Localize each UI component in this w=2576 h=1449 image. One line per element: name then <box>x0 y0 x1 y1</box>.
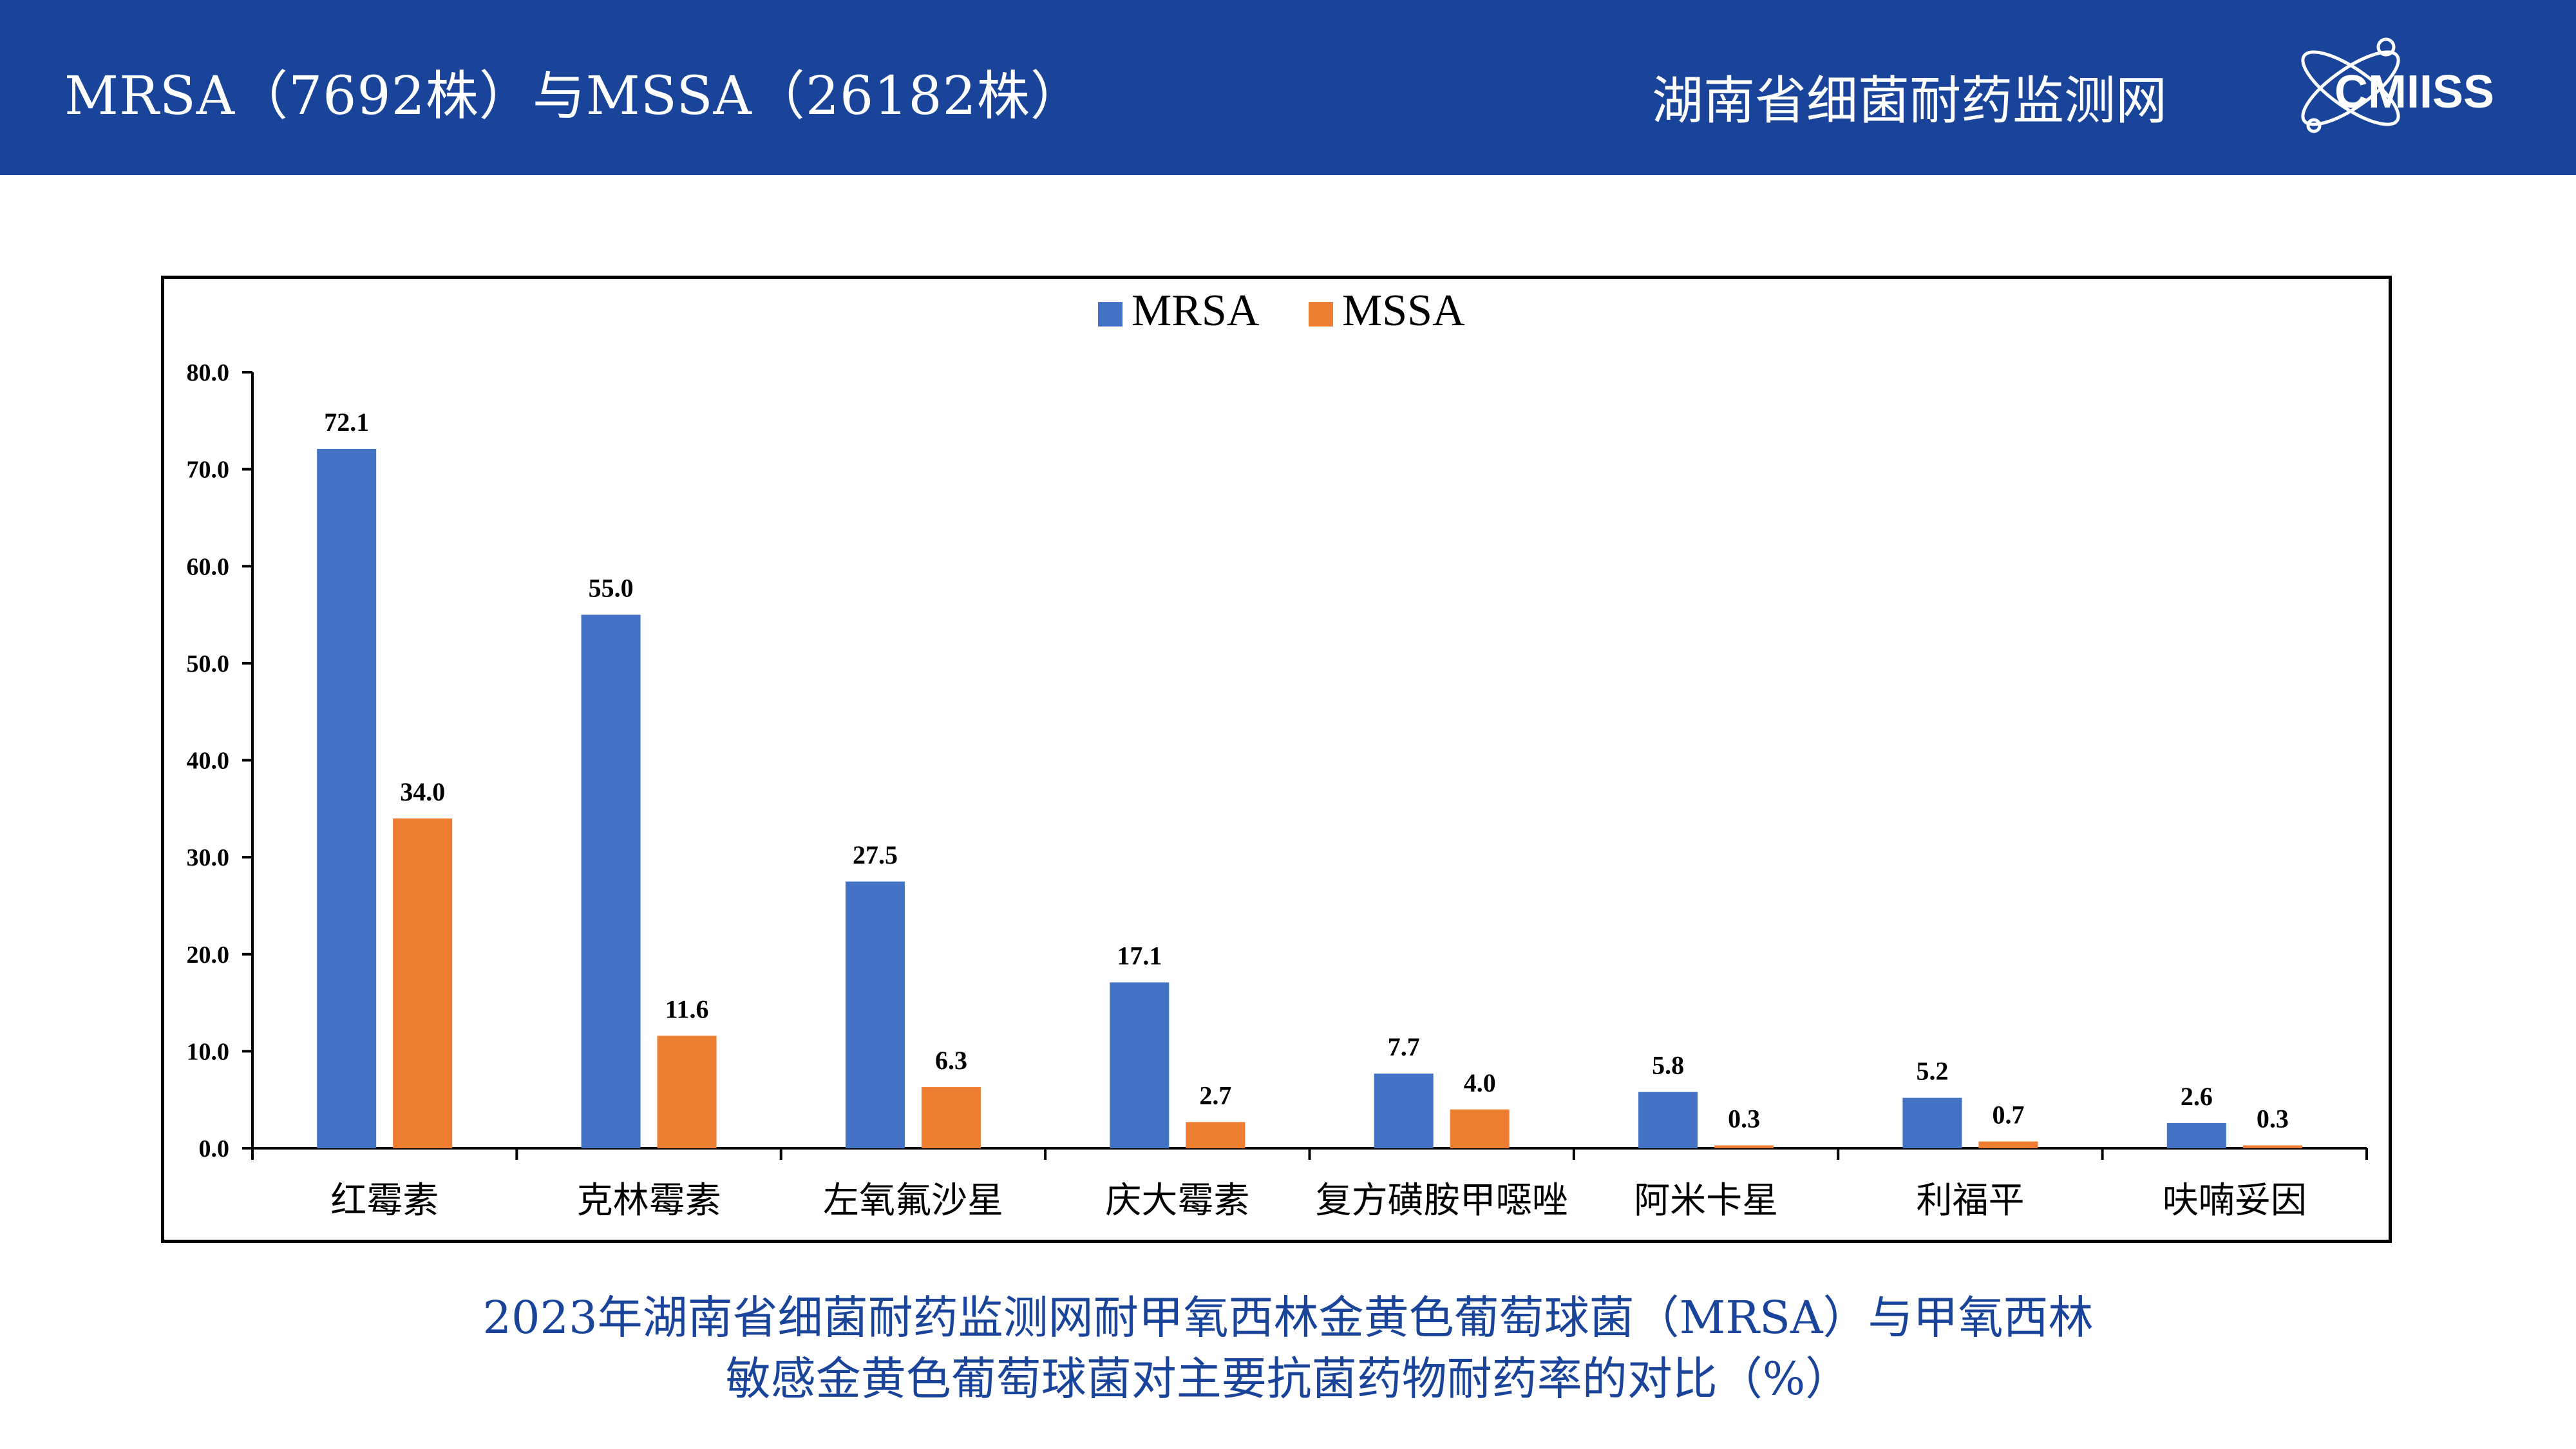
data-label-mrsa: 72.1 <box>324 408 369 437</box>
data-label-mssa: 0.3 <box>1728 1104 1760 1133</box>
y-tick-label: 0.0 <box>199 1135 230 1162</box>
y-tick-label: 50.0 <box>187 650 230 677</box>
header-bar: MRSA（7692株）与MSSA（26182株） 湖南省细菌耐药监测网 CMII… <box>0 0 2576 175</box>
x-category-label: 阿米卡星 <box>1634 1181 1778 1221</box>
y-tick-label: 10.0 <box>187 1038 230 1065</box>
x-category-label: 复方磺胺甲噁唑 <box>1316 1181 1568 1221</box>
bar-mrsa <box>1638 1092 1698 1148</box>
bar-mssa <box>1186 1122 1245 1148</box>
bar-mssa <box>1450 1109 1510 1148</box>
chart-caption-line-1: 2023年湖南省细菌耐药监测网耐甲氧西林金黄色葡萄球菌（MRSA）与甲氧西林 <box>482 1291 2094 1344</box>
bar-mrsa <box>2166 1122 2226 1148</box>
organization-name: 湖南省细菌耐药监测网 <box>1652 71 2167 131</box>
bar-mssa <box>1714 1145 1774 1148</box>
bar-mrsa <box>845 881 905 1148</box>
bar-mssa <box>2242 1145 2302 1148</box>
data-label-mssa: 4.0 <box>1464 1068 1496 1097</box>
data-label-mrsa: 27.5 <box>853 840 898 869</box>
x-category-label: 呋喃妥因 <box>2163 1181 2307 1221</box>
x-category-label: 克林霉素 <box>577 1181 721 1221</box>
y-tick-label: 80.0 <box>187 359 230 386</box>
data-label-mssa: 11.6 <box>665 994 709 1023</box>
y-tick-label: 60.0 <box>187 553 230 580</box>
data-label-mssa: 0.3 <box>2257 1104 2289 1133</box>
data-label-mssa: 2.7 <box>1199 1081 1231 1110</box>
bar-mrsa <box>1374 1074 1434 1148</box>
y-tick-label: 40.0 <box>187 748 230 775</box>
y-tick-label: 30.0 <box>187 844 230 871</box>
page-title: MRSA（7692株）与MSSA（26182株） <box>64 66 1084 127</box>
data-label-mssa: 34.0 <box>400 777 445 806</box>
bar-mssa <box>393 818 453 1148</box>
legend-swatch-mrsa <box>1098 302 1122 327</box>
bar-mssa <box>1978 1141 2038 1148</box>
x-category-label: 利福平 <box>1916 1181 2024 1221</box>
legend-label-mssa: MSSA <box>1342 286 1465 336</box>
data-label-mrsa: 5.8 <box>1652 1051 1684 1080</box>
x-category-label: 红霉素 <box>330 1181 439 1221</box>
data-label-mssa: 6.3 <box>935 1046 967 1075</box>
bar-mssa <box>921 1087 981 1148</box>
legend-label-mrsa: MRSA <box>1132 286 1260 336</box>
data-label-mrsa: 17.1 <box>1117 941 1162 970</box>
chart-frame <box>161 276 2392 1243</box>
x-category-label: 庆大霉素 <box>1105 1181 1249 1221</box>
legend-swatch-mssa <box>1309 302 1333 327</box>
bar-mrsa <box>581 614 641 1148</box>
bar-mrsa <box>1110 982 1170 1148</box>
svg-text:CMIISS: CMIISS <box>2334 66 2494 118</box>
x-category-label: 左氧氟沙星 <box>823 1181 1003 1221</box>
bar-mrsa <box>317 448 377 1148</box>
chart-caption-line-2: 敏感金黄色葡萄球菌对主要抗菌药物耐药率的对比（%） <box>725 1352 1851 1405</box>
y-tick-label: 70.0 <box>187 457 230 484</box>
bar-mssa <box>657 1036 717 1148</box>
data-label-mrsa: 7.7 <box>1388 1032 1420 1061</box>
data-label-mrsa: 2.6 <box>2181 1082 2213 1111</box>
data-label-mrsa: 5.2 <box>1916 1057 1948 1086</box>
data-label-mrsa: 55.0 <box>589 574 634 603</box>
data-label-mssa: 0.7 <box>1992 1100 2024 1129</box>
cmiiss-logo: CMIISS <box>2301 37 2494 133</box>
bar-mrsa <box>1902 1097 1962 1148</box>
y-tick-label: 20.0 <box>187 942 230 969</box>
